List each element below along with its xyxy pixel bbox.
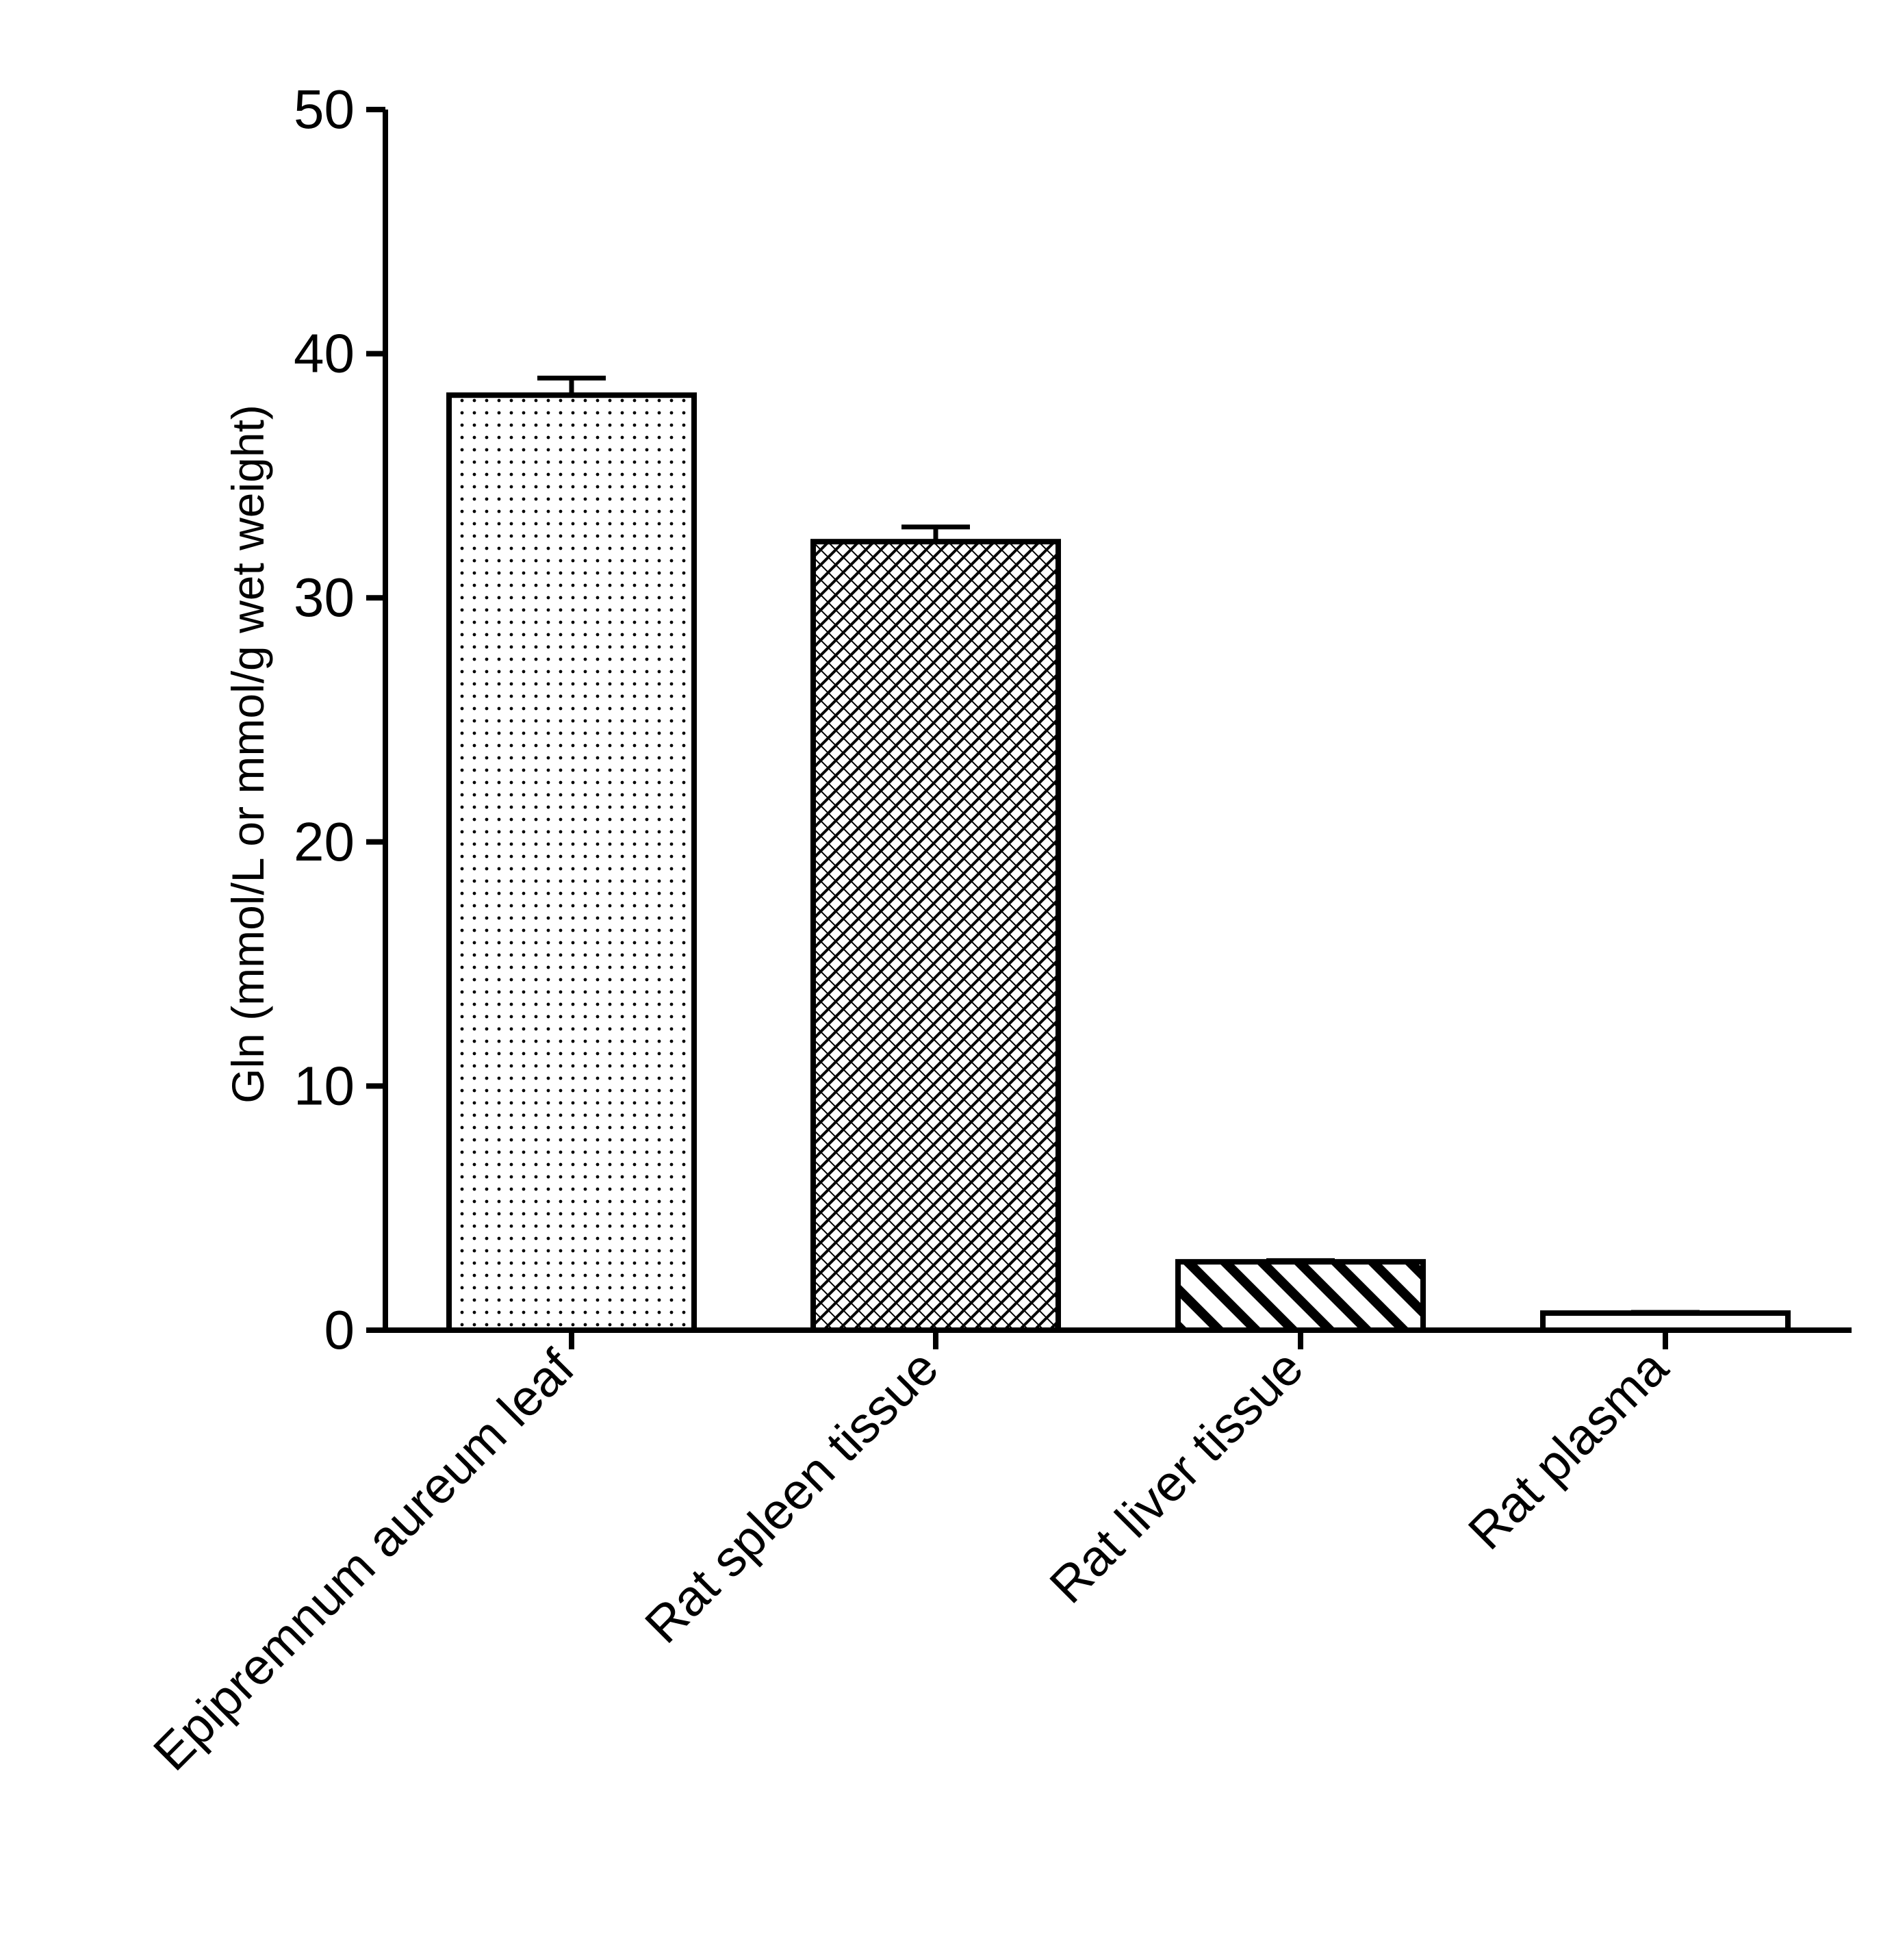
bar-3 xyxy=(1175,1259,1426,1333)
error-bar-1 xyxy=(537,375,606,396)
error-bar-4 xyxy=(1631,1310,1700,1315)
x-tick-label-1: Epipremnum aureum leaf xyxy=(142,1338,585,1781)
bar-1 xyxy=(446,392,697,1333)
y-tick-label-50: 50 xyxy=(294,79,355,140)
y-tick-label-40: 40 xyxy=(294,323,355,384)
error-bar-2 xyxy=(901,524,970,542)
y-axis-label: Gln (mmol/L or mmol/g wet weight) xyxy=(222,405,273,1104)
error-bar-3 xyxy=(1266,1258,1335,1263)
y-tick-label-10: 10 xyxy=(294,1055,355,1116)
x-tick-label-2: Rat spleen tissue xyxy=(634,1339,949,1654)
bars-group xyxy=(446,375,1791,1333)
y-tick-label-20: 20 xyxy=(294,811,355,872)
x-tick-label-4: Rat plasma xyxy=(1457,1338,1679,1560)
bar-2 xyxy=(810,539,1061,1333)
x-tick-label-3: Rat liver tissue xyxy=(1038,1339,1314,1614)
y-tick-label-30: 30 xyxy=(294,567,355,628)
y-tick-label-0: 0 xyxy=(324,1299,355,1360)
